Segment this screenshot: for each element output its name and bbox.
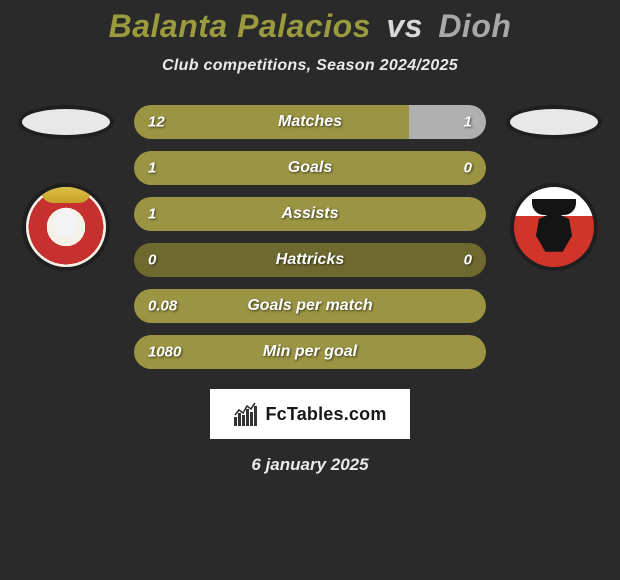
player1-name: Balanta Palacios <box>109 8 371 44</box>
stat-value-left: 1080 <box>148 344 181 361</box>
stat-label: Goals <box>288 159 332 177</box>
stat-label: Min per goal <box>263 343 357 361</box>
player2-flag-oval <box>506 105 602 139</box>
stat-value-left: 1 <box>148 160 156 177</box>
brand-text: FcTables.com <box>265 404 386 425</box>
stat-row: 1 0 Goals <box>134 151 486 185</box>
player1-flag-oval <box>18 105 114 139</box>
stat-label: Goals per match <box>247 297 372 315</box>
date-label: 6 january 2025 <box>0 455 620 475</box>
stat-value-left: 0 <box>148 252 156 269</box>
stat-row: 0 0 Hattricks <box>134 243 486 277</box>
stat-label: Matches <box>278 113 342 131</box>
subtitle: Club competitions, Season 2024/2025 <box>0 57 620 75</box>
oliveirense-crest <box>510 183 598 271</box>
stat-label: Assists <box>282 205 339 223</box>
stat-bars: 12 1 Matches 1 0 Goals 1 Assists 0 0 Hattricks 0.08… <box>126 105 494 381</box>
left-side <box>6 105 126 271</box>
stat-value-right: 0 <box>464 160 472 177</box>
right-side <box>494 105 614 271</box>
penafiel-crest <box>22 183 110 271</box>
main-row: 12 1 Matches 1 0 Goals 1 Assists 0 0 Hattricks 0.08… <box>0 105 620 381</box>
stat-row: 0.08 Goals per match <box>134 289 486 323</box>
stat-value-left: 1 <box>148 206 156 223</box>
stat-value-left: 12 <box>148 114 165 131</box>
stat-segment-right <box>409 105 486 139</box>
stat-row: 1 Assists <box>134 197 486 231</box>
stat-segment-left <box>134 105 409 139</box>
brand-badge: FcTables.com <box>210 389 410 439</box>
stat-value-right: 1 <box>464 114 472 131</box>
vs-label: vs <box>386 8 423 44</box>
stat-row: 1080 Min per goal <box>134 335 486 369</box>
stat-value-left: 0.08 <box>148 298 177 315</box>
stat-value-right: 0 <box>464 252 472 269</box>
stat-label: Hattricks <box>276 251 344 269</box>
title: Balanta Palacios vs Dioh <box>0 8 620 45</box>
comparison-infographic: Balanta Palacios vs Dioh Club competitio… <box>0 0 620 475</box>
fctables-icon <box>233 401 259 427</box>
player2-name: Dioh <box>438 8 511 44</box>
stat-row: 12 1 Matches <box>134 105 486 139</box>
